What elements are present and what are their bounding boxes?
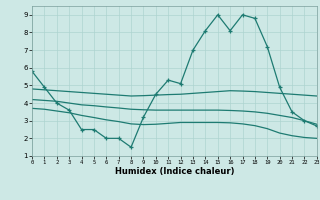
X-axis label: Humidex (Indice chaleur): Humidex (Indice chaleur)	[115, 167, 234, 176]
